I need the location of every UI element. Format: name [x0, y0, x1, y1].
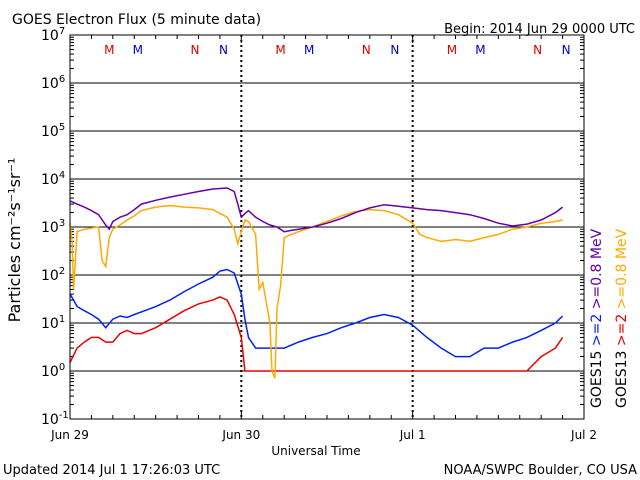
- x-tick-label: Jul 2: [570, 428, 597, 442]
- legend-label: GOES13 >=2 >=0.8 MeV: [614, 228, 630, 408]
- mn-marker: M: [133, 43, 143, 57]
- legend-entry: GOES15 >=2 >=0.8 MeV: [589, 228, 605, 408]
- y-tick-label: 10-1: [41, 410, 69, 428]
- series-line: [69, 268, 564, 358]
- x-axis-label: Universal Time: [271, 444, 360, 458]
- y-tick-label: 107: [41, 26, 65, 44]
- mn-marker: N: [219, 43, 228, 57]
- updated-timestamp: Updated 2014 Jul 1 17:26:03 UTC: [3, 463, 220, 478]
- mn-marker: M: [475, 43, 485, 57]
- y-tick-labels: 107 106 105 104 103 102 101 100 10-1: [41, 26, 69, 428]
- y-axis-label: Particles cm⁻²s⁻¹sr⁻¹: [5, 158, 24, 323]
- y-tick-label: 100: [41, 362, 65, 380]
- y-tick-label: 104: [41, 170, 65, 188]
- series-layer: [69, 187, 564, 379]
- x-tick-label: Jun 30: [221, 428, 260, 442]
- series-line: [69, 204, 563, 379]
- x-tick-label: Jul 1: [399, 428, 426, 442]
- credit: NOAA/SWPC Boulder, CO USA: [444, 463, 637, 478]
- y-tick-label: 106: [41, 74, 65, 92]
- mn-marker: N: [562, 43, 571, 57]
- mn-marker: M: [275, 43, 285, 57]
- mn-marker: N: [390, 43, 399, 57]
- y-tick-label: 105: [41, 122, 65, 140]
- y-tick-label: 103: [41, 218, 65, 236]
- mn-marker: M: [304, 43, 314, 57]
- mn-marker: M: [447, 43, 457, 57]
- chart-title: GOES Electron Flux (5 minute data): [12, 12, 261, 28]
- legend: GOES15 >=2 >=0.8 MeV GOES13 >=2 >=0.8 MeV: [589, 228, 630, 408]
- mn-marker: N: [362, 43, 371, 57]
- y-tick-label: 102: [41, 266, 65, 284]
- x-tick-labels: Jun 29 Jun 30 Jul 1 Jul 2: [50, 35, 597, 442]
- y-tick-label: 101: [41, 314, 65, 332]
- mn-marker: M: [104, 43, 114, 57]
- x-tick-label: Jun 29: [50, 428, 89, 442]
- series-line: [69, 187, 564, 233]
- mn-marker: N: [533, 43, 542, 57]
- legend-label: GOES15 >=2 >=0.8 MeV: [589, 228, 605, 408]
- begin-time: Begin: 2014 Jun 29 0000 UTC: [444, 22, 635, 37]
- legend-entry: GOES13 >=2 >=0.8 MeV: [614, 228, 630, 408]
- series-line: [69, 296, 564, 372]
- mn-marker: N: [190, 43, 199, 57]
